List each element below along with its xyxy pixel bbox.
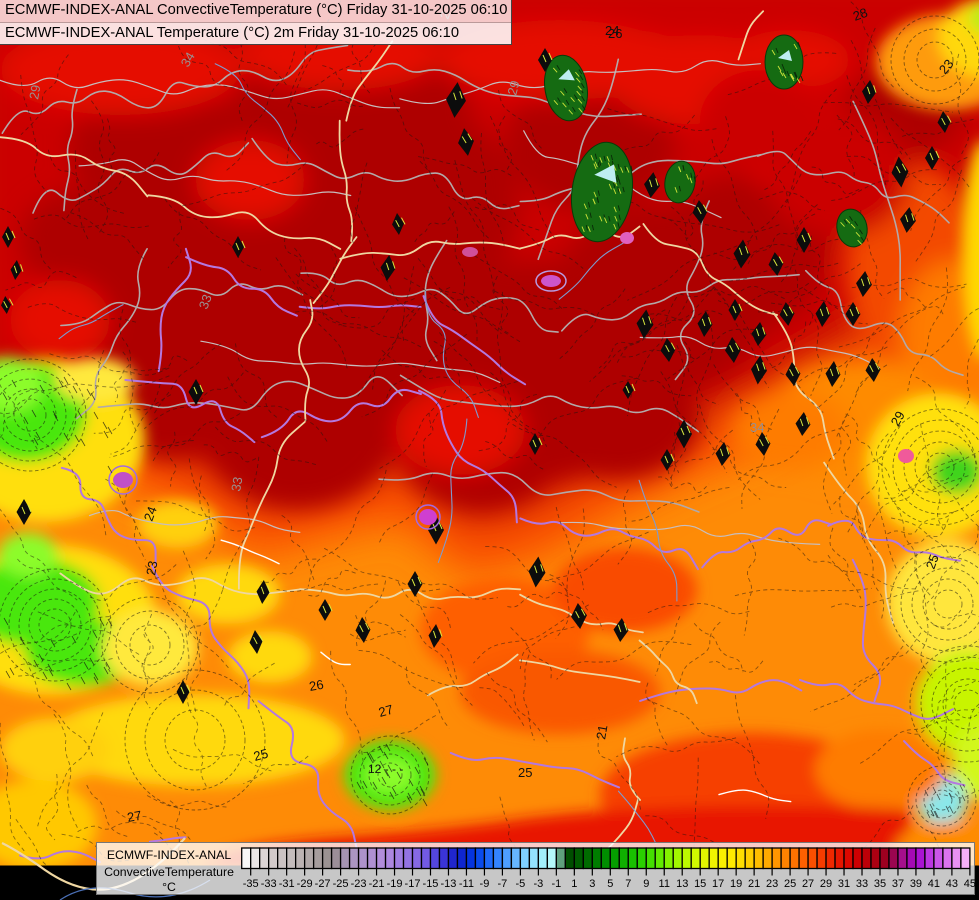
svg-text:17: 17 [712, 878, 724, 890]
svg-text:33: 33 [856, 878, 868, 890]
svg-text:26: 26 [308, 677, 325, 694]
svg-text:45: 45 [964, 878, 976, 890]
svg-text:-21: -21 [369, 878, 385, 890]
svg-text:28: 28 [851, 5, 870, 24]
svg-text:33: 33 [196, 292, 215, 311]
svg-text:-17: -17 [405, 878, 421, 890]
svg-text:41: 41 [928, 878, 940, 890]
svg-text:27: 27 [377, 702, 395, 720]
svg-text:-27: -27 [315, 878, 331, 890]
svg-text:34: 34 [178, 49, 198, 69]
svg-text:34: 34 [750, 420, 764, 435]
svg-text:-5: -5 [515, 878, 525, 890]
svg-text:25: 25 [784, 878, 796, 890]
svg-text:43: 43 [946, 878, 958, 890]
svg-text:29: 29 [888, 408, 908, 428]
svg-text:5: 5 [607, 878, 613, 890]
svg-text:-3: -3 [533, 878, 543, 890]
svg-text:12 - - -: 12 - - - [368, 762, 403, 776]
svg-text:-29: -29 [297, 878, 313, 890]
svg-text:31: 31 [838, 878, 850, 890]
svg-text:-35: -35 [243, 878, 259, 890]
svg-text:-19: -19 [387, 878, 403, 890]
svg-text:3: 3 [589, 878, 595, 890]
svg-text:25: 25 [518, 765, 532, 780]
svg-text:37: 37 [892, 878, 904, 890]
svg-text:25: 25 [252, 746, 270, 764]
svg-text:-9: -9 [480, 878, 490, 890]
svg-text:24: 24 [141, 504, 160, 523]
svg-text:25: 25 [923, 552, 942, 571]
svg-text:11: 11 [659, 878, 670, 890]
svg-text:29: 29 [504, 79, 522, 97]
svg-text:-31: -31 [279, 878, 295, 890]
svg-text:26: 26 [608, 26, 622, 41]
svg-text:21: 21 [748, 878, 760, 890]
svg-text:24: 24 [605, 23, 619, 38]
svg-text:-15: -15 [423, 878, 439, 890]
svg-text:19: 19 [730, 878, 742, 890]
svg-text:-11: -11 [459, 878, 474, 890]
svg-text:-1: -1 [551, 878, 561, 890]
svg-text:33: 33 [228, 476, 245, 493]
svg-text:-33: -33 [261, 878, 277, 890]
svg-text:29: 29 [820, 878, 832, 890]
svg-text:27: 27 [802, 878, 814, 890]
svg-text:27: 27 [126, 808, 143, 825]
svg-text:-13: -13 [441, 878, 457, 890]
svg-text:-25: -25 [333, 878, 349, 890]
svg-text:23: 23 [143, 560, 160, 577]
svg-text:29: 29 [26, 84, 43, 101]
svg-text:21: 21 [593, 724, 610, 741]
svg-text:-23: -23 [351, 878, 367, 890]
svg-text:1: 1 [571, 878, 577, 890]
svg-text:39: 39 [910, 878, 922, 890]
svg-text:23: 23 [766, 878, 778, 890]
svg-text:15: 15 [694, 878, 706, 890]
svg-text:13: 13 [676, 878, 688, 890]
svg-text:7: 7 [625, 878, 631, 890]
svg-text:9: 9 [643, 878, 649, 890]
svg-text:-7: -7 [498, 878, 508, 890]
svg-text:35: 35 [874, 878, 886, 890]
